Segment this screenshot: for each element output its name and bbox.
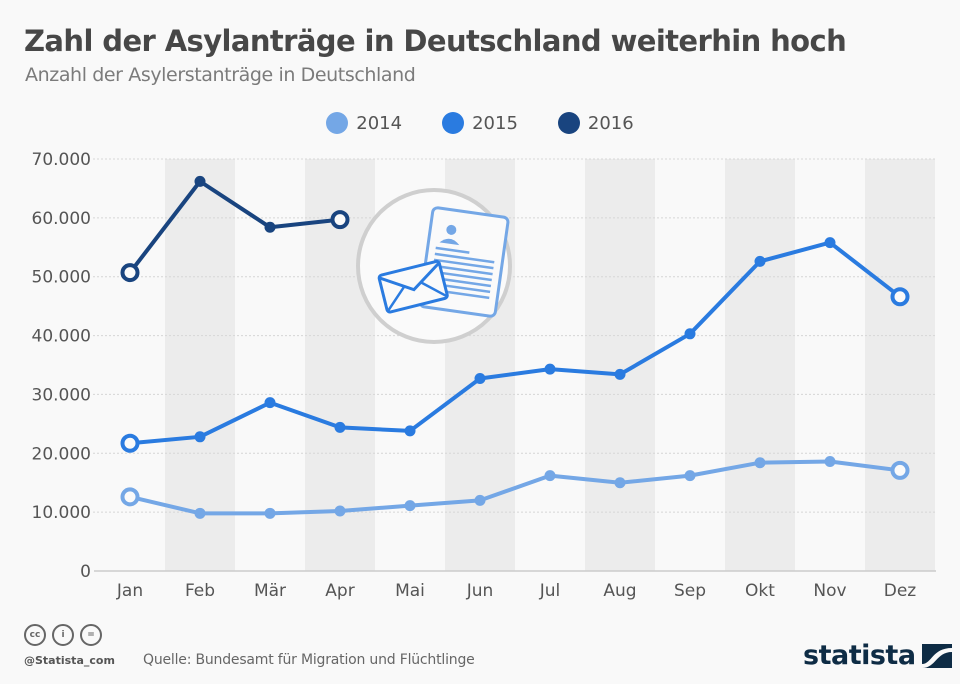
no-derivatives-icon: = <box>80 624 102 646</box>
series-line-2015 <box>128 240 902 446</box>
data-point-2015 <box>264 397 276 409</box>
data-point-2014 <box>824 456 836 468</box>
gridlines <box>93 158 935 513</box>
series-lines <box>120 175 910 519</box>
y-axis-ticks: 0 10.000 20.000 30.000 40.000 50.000 60.000 70.… <box>32 150 91 582</box>
column-band <box>725 159 795 571</box>
source-note: Quelle: Bundesamt für Migration und Flüc… <box>143 652 475 668</box>
y-tick-label: 30.000 <box>32 385 91 405</box>
y-tick-label: 40.000 <box>32 327 91 347</box>
data-point-2015 <box>544 363 556 375</box>
x-tick-label: Okt <box>745 581 775 601</box>
legend-item-2016: 2016 <box>557 112 634 134</box>
y-tick-label: 70.000 <box>32 150 91 170</box>
series-2015 <box>120 237 910 453</box>
data-point-2014 <box>544 470 556 482</box>
series-2016 <box>120 175 350 283</box>
data-point-2014 <box>264 507 276 519</box>
y-tick-label: 50.000 <box>32 268 91 288</box>
data-point-2014 <box>890 460 910 480</box>
statista-logo-text: statista <box>803 640 916 671</box>
x-tick-label: Mai <box>395 581 425 601</box>
data-point-2014 <box>120 487 140 507</box>
x-tick-label: Jul <box>539 581 561 601</box>
x-tick-label: Aug <box>603 581 636 601</box>
data-point-2015 <box>890 287 910 307</box>
x-tick-label: Nov <box>813 581 846 601</box>
envelope-icon <box>377 259 449 314</box>
legend-label-2015: 2015 <box>472 112 518 134</box>
creative-commons-icon: cc <box>24 624 46 646</box>
data-point-2016 <box>194 175 206 187</box>
data-point-2016 <box>264 221 276 233</box>
chart-subtitle: Anzahl der Asylerstanträge in Deutschlan… <box>25 64 416 86</box>
x-tick-label: Feb <box>185 581 215 601</box>
x-tick-label: Jun <box>466 581 494 601</box>
attribution-icon: i <box>52 624 74 646</box>
data-point-2014 <box>614 477 626 489</box>
legend-swatch-2015 <box>442 112 465 134</box>
statista-logo-mark-icon <box>921 643 952 668</box>
line-chart: 0 10.000 20.000 30.000 40.000 50.000 60.000 70.… <box>32 150 936 601</box>
series-2014 <box>120 456 910 519</box>
data-point-2015 <box>684 328 696 340</box>
data-point-2014 <box>754 457 766 469</box>
data-point-2015 <box>334 421 346 433</box>
series-line-2016 <box>128 179 342 275</box>
data-point-2015 <box>404 425 416 437</box>
legend-swatch-2014 <box>326 112 349 134</box>
data-point-2015 <box>614 368 626 380</box>
y-tick-label: 20.000 <box>32 444 91 464</box>
data-point-2015 <box>824 237 836 249</box>
legend-swatch-2016 <box>557 112 580 134</box>
license-icons: cc i = <box>24 624 102 646</box>
x-tick-label: Jan <box>116 581 143 601</box>
series-line-2014 <box>128 459 902 516</box>
x-tick-label: Apr <box>325 581 354 601</box>
data-point-2016 <box>120 263 140 283</box>
y-tick-label: 60.000 <box>32 209 91 229</box>
data-point-2014 <box>474 494 486 506</box>
data-point-2014 <box>404 500 416 512</box>
x-tick-label: Sep <box>674 581 706 601</box>
asylum-document-illustration <box>356 188 512 344</box>
y-tick-label: 0 <box>80 562 91 582</box>
column-band <box>165 159 235 571</box>
data-point-2015 <box>754 255 766 267</box>
statista-logo[interactable]: statista <box>803 640 952 671</box>
legend-item-2015: 2015 <box>442 112 518 134</box>
data-point-2015 <box>194 431 206 443</box>
legend-label-2016: 2016 <box>587 112 634 134</box>
x-tick-label: Mär <box>254 581 286 601</box>
y-tick-label: 10.000 <box>32 503 91 523</box>
data-point-2014 <box>684 470 696 482</box>
column-band <box>865 159 935 571</box>
data-point-2014 <box>334 505 346 517</box>
data-point-2015 <box>120 433 140 453</box>
data-point-2015 <box>474 373 486 385</box>
legend-item-2014: 2014 <box>326 112 402 134</box>
column-band <box>585 159 655 571</box>
legend-label-2014: 2014 <box>356 112 403 134</box>
chart-title: Zahl der Asylanträge in Deutschland weit… <box>24 24 847 58</box>
x-tick-label: Dez <box>884 581 917 601</box>
x-axis-ticks: Jan Feb Mär Apr Mai Jun Jul Aug Sep Okt Nov Dez <box>116 581 916 601</box>
statista-handle[interactable]: @Statista_com <box>24 654 115 667</box>
data-point-2014 <box>194 507 206 519</box>
legend: 2014 2015 2016 <box>0 112 960 134</box>
data-point-2016 <box>330 210 350 230</box>
